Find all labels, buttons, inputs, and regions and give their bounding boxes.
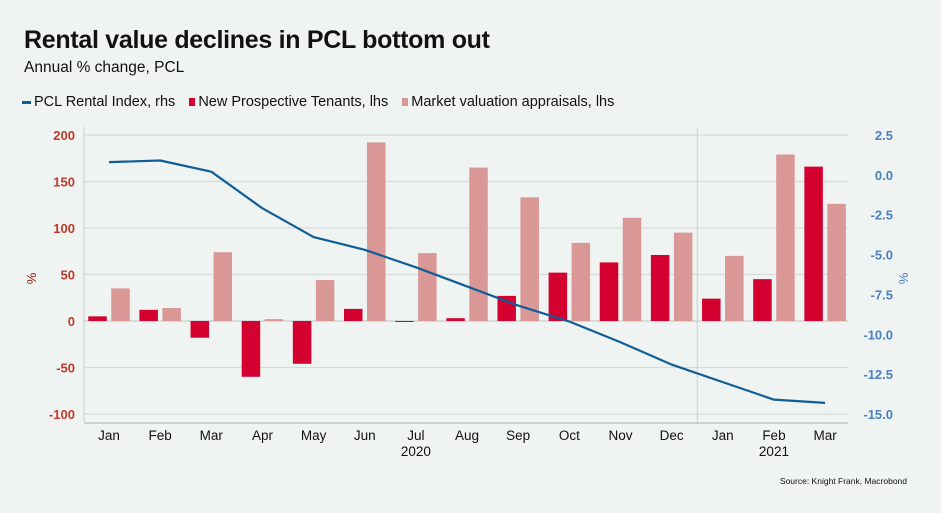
bar-market-valuation [418,253,437,321]
bar-market-valuation [673,232,693,321]
y-tick-left: 100 [53,221,75,236]
y-tick-right: -2.5 [871,208,893,223]
x-tick-label: Sep [506,428,530,443]
y-tick-left: 0 [68,314,75,329]
bars [88,142,846,377]
x-year-label: 2021 [759,444,789,459]
bar-new-prospective-tenants [548,272,568,321]
x-tick-label: Apr [252,428,274,443]
bar-new-prospective-tenants [599,262,619,321]
bar-new-prospective-tenants [190,321,210,338]
bar-market-valuation [776,154,795,321]
y-tick-right: 2.5 [875,128,893,143]
y-tick-left: 150 [53,175,75,190]
bar-new-prospective-tenants [139,309,158,321]
bar-new-prospective-tenants [395,321,414,322]
gridlines [84,134,848,415]
legend-item-new-prospective-tenants: New Prospective Tenants, lhs [189,94,388,110]
bar-market-valuation [213,252,233,321]
legend-item-market-valuation: Market valuation appraisals, lhs [402,94,614,110]
bar-new-prospective-tenants [753,279,772,321]
bar-market-valuation [264,319,284,321]
y-axis-label-left: % [24,272,39,284]
y-tick-right: -7.5 [871,287,893,302]
y-axis-label-right: % [896,272,911,284]
x-tick-label: Jun [354,428,376,443]
bar-new-prospective-tenants [88,316,107,321]
bar-market-valuation [725,255,744,321]
y-tick-right: 0.0 [875,168,893,183]
x-tick-label: Jan [98,428,120,443]
bar-market-valuation [520,197,539,321]
rental-index-line [108,159,826,404]
bar-new-prospective-tenants [241,321,261,377]
x-tick-label: Mar [813,428,837,443]
legend-bar-swatch [189,98,196,106]
y-tick-right: -10.0 [863,327,893,342]
y-tick-right: -12.5 [863,367,893,382]
bar-new-prospective-tenants [446,318,465,321]
y-tick-right: -15.0 [863,407,893,422]
x-tick-label: Mar [200,428,224,443]
tick-labels: 200 150 100 50 0 -50 -100 2.5 0.0 -2.5 -5.0 -7.5 -10… [24,128,911,459]
x-tick-label: Jan [712,428,734,443]
bar-new-prospective-tenants [344,308,363,321]
legend-bar-swatch [402,98,409,106]
bar-market-valuation [571,242,591,321]
axes [83,127,848,424]
legend-item-rental-index: PCL Rental Index, rhs [22,94,175,110]
line-pcl-rental-index [108,159,826,404]
bar-new-prospective-tenants [804,166,823,321]
bar-market-valuation [162,307,181,321]
legend: PCL Rental Index, rhs New Prospective Te… [22,94,614,110]
chart-subtitle: Annual % change, PCL [24,59,185,76]
bar-new-prospective-tenants [702,298,721,321]
x-tick-label: Oct [559,428,580,443]
bar-market-valuation [111,288,130,321]
legend-label: New Prospective Tenants, lhs [198,94,389,110]
bar-market-valuation [622,217,642,321]
y-tick-left: -100 [49,407,75,422]
x-tick-label: Feb [762,428,785,443]
x-tick-label: May [301,428,327,443]
bar-market-valuation [367,142,386,321]
bar-new-prospective-tenants [292,321,312,364]
bar-new-prospective-tenants [650,254,670,321]
x-tick-label: Dec [660,428,684,443]
x-tick-label: Aug [455,428,479,443]
legend-line-swatch [22,100,31,104]
source-note: Source: Knight Frank, Macrobond [779,476,907,486]
x-year-label: 2020 [401,444,431,459]
y-tick-right: -5.0 [871,248,893,263]
bar-market-valuation [469,167,488,321]
legend-label: PCL Rental Index, rhs [34,94,176,110]
bar-market-valuation [827,203,846,321]
x-tick-label: Feb [149,428,172,443]
y-tick-left: -50 [56,361,75,376]
y-tick-left: 200 [53,128,75,143]
bar-market-valuation [315,280,335,321]
y-tick-left: 50 [61,268,75,283]
x-tick-label: Jul [407,428,424,443]
legend-label: Market valuation appraisals, lhs [411,94,615,110]
chart-title: Rental value declines in PCL bottom out [24,26,490,54]
x-tick-label: Nov [608,428,632,443]
